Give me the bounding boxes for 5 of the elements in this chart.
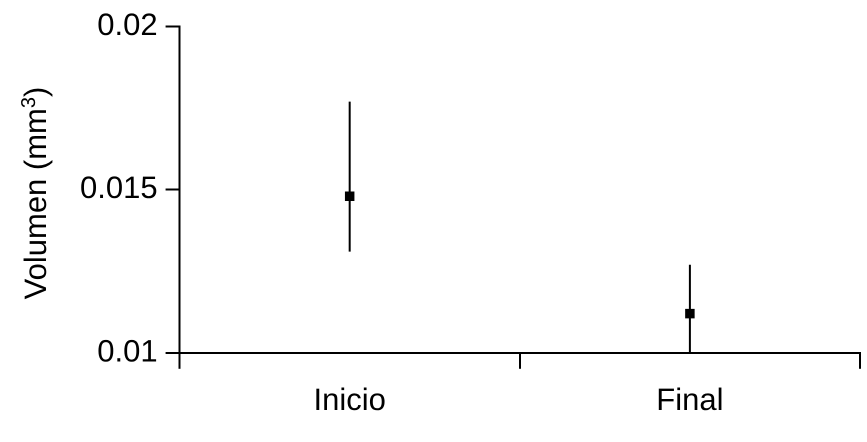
x-tick-label: Inicio [313, 382, 386, 417]
y-tick-label: 0.01 [97, 333, 158, 368]
y-tick-label: 0.02 [97, 7, 158, 42]
x-tick-label: Final [656, 382, 724, 417]
y-tick-label: 0.015 [80, 170, 158, 206]
